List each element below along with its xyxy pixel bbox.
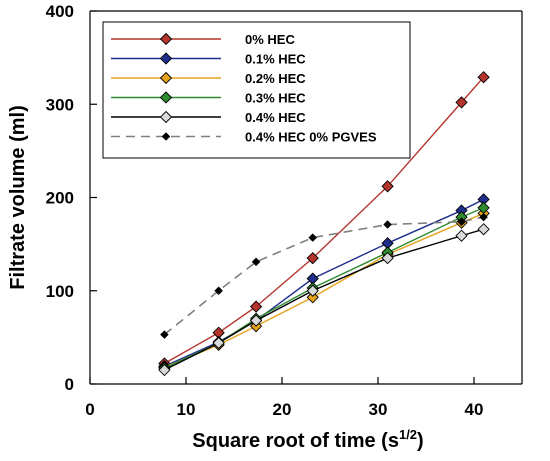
- series: [158, 71, 490, 377]
- legend-box: [102, 21, 411, 159]
- x-axis-title-superscript: 1/2: [399, 427, 417, 442]
- data-point: [455, 229, 468, 242]
- x-tick-label: 0: [85, 400, 94, 419]
- data-point: [306, 291, 319, 304]
- legend-marker: [161, 132, 171, 141]
- ticks: 0 100 200 300 400 0 10 20 30 40: [46, 2, 484, 419]
- y-tick-label: 200: [46, 189, 74, 208]
- legend-label: 0% HEC: [245, 32, 295, 47]
- series-line: [163, 216, 484, 336]
- data-point: [160, 330, 169, 339]
- series-line: [164, 207, 484, 369]
- series-5: [158, 223, 490, 377]
- data-point: [251, 257, 261, 267]
- y-axis-title: Filtrate volume (ml): [7, 105, 29, 289]
- data-point: [381, 251, 394, 265]
- legend-entry: 0.4% HEC: [111, 110, 306, 125]
- data-point: [249, 300, 263, 313]
- data-point: [308, 233, 318, 242]
- data-point: [383, 220, 392, 229]
- data-point: [212, 336, 225, 350]
- legend-marker: [159, 91, 173, 104]
- legend-marker: [159, 52, 173, 65]
- data-point: [477, 71, 490, 84]
- x-axis-title-close: ): [417, 430, 424, 452]
- y-tick-label: 100: [46, 282, 74, 301]
- x-tick-label: 20: [273, 400, 292, 419]
- legend-label: 0.3% HEC: [245, 91, 306, 106]
- data-point: [306, 284, 319, 297]
- y-tick-label: 400: [46, 2, 74, 21]
- data-point: [457, 217, 466, 227]
- legend-entry: 0% HEC: [111, 32, 295, 47]
- legend-marker: [159, 32, 173, 46]
- legend-marker: [159, 110, 173, 124]
- legend: 0% HEC 0.1% HEC 0.2% HEC 0.3% HEC 0.4% HEC 0.…: [102, 21, 411, 159]
- legend-entry: 0.2% HEC: [111, 71, 306, 86]
- x-tick-label: 10: [177, 400, 196, 419]
- x-axis-title: Square root of time (s1/2): [192, 427, 423, 452]
- data-point: [479, 212, 488, 222]
- x-axis-title-main: Square root of time (s: [192, 430, 399, 452]
- legend-label: 0.4% HEC: [245, 110, 306, 125]
- data-point: [249, 314, 263, 327]
- y-tick-label: 300: [46, 95, 74, 114]
- data-point: [477, 223, 490, 236]
- legend-label: 0.4% HEC 0% PGVES: [245, 130, 377, 145]
- axes: [89, 10, 523, 385]
- data-point: [306, 251, 319, 265]
- legend-label: 0.1% HEC: [245, 52, 306, 67]
- legend-label: 0.2% HEC: [245, 71, 306, 86]
- data-point: [381, 180, 394, 193]
- data-point: [158, 363, 171, 377]
- data-point: [214, 286, 223, 296]
- series-6: [160, 212, 488, 339]
- legend-entry: 0.3% HEC: [111, 91, 306, 106]
- y-tick-label: 0: [65, 375, 74, 394]
- series-line: [164, 228, 484, 371]
- x-tick-label: 30: [369, 400, 388, 419]
- legend-entry: 0.1% HEC: [111, 52, 306, 67]
- x-tick-label: 40: [465, 400, 484, 419]
- legend-entry: 0.4% HEC 0% PGVES: [111, 130, 377, 145]
- data-point: [455, 96, 468, 109]
- legend-marker: [159, 71, 173, 85]
